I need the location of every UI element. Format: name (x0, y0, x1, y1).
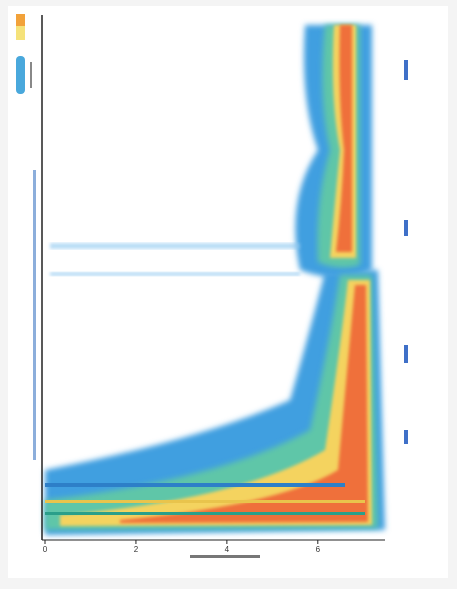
x-tick-label: 4 (225, 545, 230, 554)
rotated-title (33, 170, 36, 460)
heatmap-region (120, 285, 368, 523)
heatmap-streak (45, 483, 345, 487)
x-tick-label: 0 (43, 545, 48, 554)
heatmap-streak (50, 272, 300, 276)
heatmap-streak (45, 500, 365, 503)
marker (404, 220, 408, 236)
heatmap (45, 25, 408, 535)
legend-swatch (16, 14, 25, 26)
heatmap-streak (45, 512, 365, 515)
heatmap-region (336, 25, 352, 252)
legend (16, 14, 32, 94)
x-tick-label: 2 (134, 545, 139, 554)
right-markers (404, 60, 408, 444)
marker (404, 345, 408, 363)
legend-swatch (16, 56, 25, 94)
heatmap-streak (50, 243, 300, 249)
x-tick-label: 6 (316, 545, 321, 554)
x-ticks: 0 2 4 6 (43, 540, 321, 554)
legend-swatch (16, 26, 25, 40)
legend-text (30, 62, 32, 88)
marker (404, 60, 408, 80)
marker (404, 430, 408, 444)
x-axis-title (190, 555, 260, 558)
